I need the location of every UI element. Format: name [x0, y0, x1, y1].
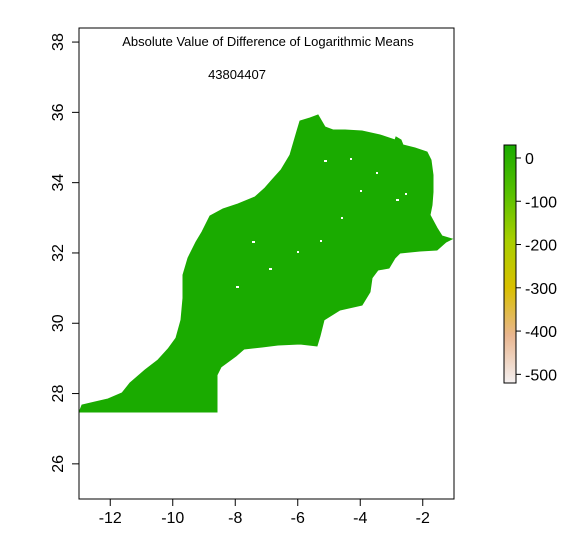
legend-tick-label: -400	[525, 324, 557, 341]
y-tick-label: 32	[50, 244, 67, 262]
x-tick-label: -8	[228, 510, 242, 527]
region-specks	[236, 158, 407, 288]
x-tick-label: -2	[416, 510, 430, 527]
legend-colorbar	[503, 144, 517, 384]
morocco-region	[79, 114, 454, 413]
y-tick-label: 30	[50, 314, 67, 332]
y-tick-label: 28	[50, 385, 67, 403]
legend-tick-label: -500	[525, 367, 557, 384]
x-tick-label: -12	[99, 510, 122, 527]
plot-title: Absolute Value of Difference of Logarith…	[122, 34, 414, 49]
legend-tick-label: -100	[525, 194, 557, 211]
y-tick-label: 34	[50, 174, 67, 192]
x-tick-label: -6	[291, 510, 305, 527]
x-axis: -12 -10 -8 -6 -4 -2	[99, 499, 430, 527]
y-tick-label: 36	[50, 103, 67, 121]
y-tick-label: 26	[50, 455, 67, 473]
legend-tick-label: -200	[525, 238, 557, 255]
x-tick-label: -4	[353, 510, 367, 527]
legend-ticks: 0 -100 -200 -300 -400 -500	[516, 151, 557, 384]
legend-tick-label: -300	[525, 281, 557, 298]
plot-frame	[78, 27, 455, 500]
y-tick-label: 38	[50, 33, 67, 51]
x-tick-label: -10	[161, 510, 184, 527]
plot-subtitle: 43804407	[208, 67, 266, 82]
y-axis: 26 28 30 32 34 36 38	[50, 33, 79, 473]
legend-tick-label: 0	[525, 151, 534, 168]
